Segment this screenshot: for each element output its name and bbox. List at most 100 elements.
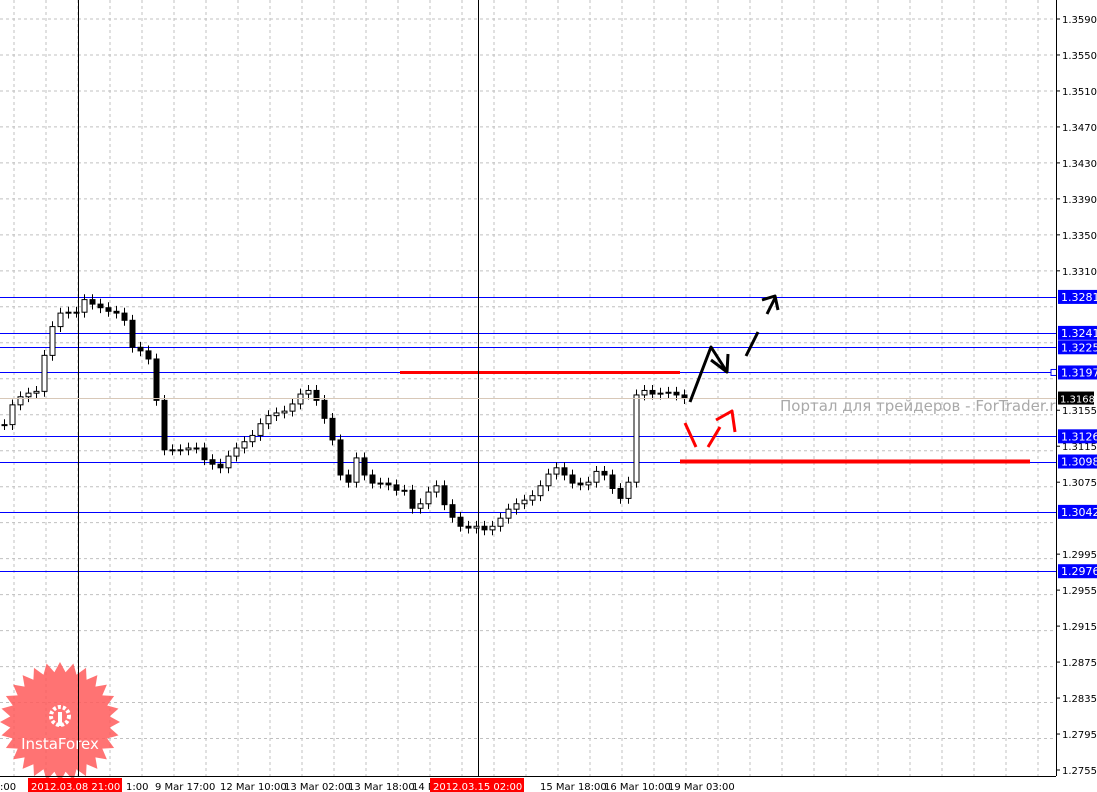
candle-body <box>641 389 648 396</box>
candle-body <box>561 467 568 476</box>
y-tick-label: 1.2875 <box>1062 658 1097 669</box>
candle-body <box>49 326 56 356</box>
candle-body <box>313 389 320 401</box>
y-tick-label: 1.2955 <box>1062 586 1097 597</box>
level-price-label <box>1058 340 1097 355</box>
candle-body <box>273 412 280 417</box>
x-tick-label: 1:00 <box>126 782 148 792</box>
candle-body <box>249 434 256 443</box>
x-tick-label: 13 Mar 02:00 <box>284 782 351 792</box>
y-tick-label: 1.2755 <box>1062 766 1097 777</box>
y-tick-label: 1.3590 <box>1062 15 1097 26</box>
x-tick-label: 19 Mar 03:00 <box>668 782 735 792</box>
candle-body <box>353 457 360 483</box>
candle-body <box>513 503 520 510</box>
candle-body <box>609 474 616 489</box>
level-price-text: 1.2976 <box>1061 565 1097 578</box>
date-highlight-label <box>28 778 122 792</box>
candle-body <box>585 481 592 486</box>
level-price-label <box>1058 564 1097 579</box>
x-tick-label: 13 Mar 18:00 <box>348 782 415 792</box>
candle-body <box>625 481 632 499</box>
level-price-text: 1.3098 <box>1061 456 1097 469</box>
candle-body <box>369 474 376 484</box>
level-price-label <box>1058 429 1097 444</box>
watermark: Портал для трейдеров - ForTrader.ru <box>780 397 1065 415</box>
x-tick-label: 12 Mar 10:00 <box>220 782 287 792</box>
red-arrow-down-leg <box>683 422 698 448</box>
candle-body <box>425 491 432 505</box>
candle-body <box>649 389 656 395</box>
level-price-label <box>1058 504 1097 519</box>
y-tick-label: 1.3075 <box>1062 478 1097 489</box>
candle-body <box>441 485 448 506</box>
candle-body <box>177 449 184 452</box>
level-price-label <box>1058 325 1097 340</box>
candle-body <box>33 390 40 394</box>
candle-body <box>665 391 672 394</box>
x-tick-label: 14 M <box>412 782 437 792</box>
candle-body <box>385 482 392 486</box>
candle-body <box>1 424 8 427</box>
candle-body <box>81 299 88 313</box>
level-price-label <box>1058 289 1097 304</box>
y-tick-label: 1.3155 <box>1062 406 1097 417</box>
black-arrow-up-leg <box>688 345 729 403</box>
candle-body <box>673 391 680 396</box>
candle-body <box>169 449 176 452</box>
candle-body <box>121 312 128 321</box>
candle-body <box>113 310 120 314</box>
level-price-text: 1.3197 <box>1061 366 1097 379</box>
level-price-label <box>1058 454 1097 469</box>
candle-body <box>593 470 600 483</box>
candle-body <box>617 487 624 499</box>
y-tick-label: 1.3510 <box>1062 87 1097 98</box>
level-price-text: 1.3281 <box>1061 291 1097 304</box>
candle-body <box>257 423 264 436</box>
vertical-lines <box>78 0 479 776</box>
y-tick-label: 1.3310 <box>1062 267 1097 278</box>
candle-body <box>497 517 504 527</box>
candle-body <box>417 503 424 509</box>
candle-body <box>633 394 640 483</box>
candle-body <box>321 399 328 419</box>
instaforex-logo: InstaForex <box>0 662 120 782</box>
candle-body <box>73 311 80 314</box>
candle-body <box>201 447 208 461</box>
candle-body <box>545 473 552 487</box>
candle-body <box>329 417 336 441</box>
grid <box>0 0 1056 776</box>
y-tick-label: 1.3115 <box>1062 442 1097 453</box>
candle-body <box>569 474 576 484</box>
y-tick-label: 1.3350 <box>1062 231 1097 242</box>
candle-body <box>521 499 528 505</box>
candle-body <box>217 463 224 469</box>
candle-body <box>129 319 136 348</box>
candle-body <box>465 525 472 529</box>
red-arrow-up-leg <box>706 426 722 448</box>
candle-body <box>361 457 368 476</box>
level-price-text: 1.3241 <box>1061 327 1097 340</box>
x-tick-label: 15 Mar 18:00 <box>540 782 607 792</box>
forecast-arrows <box>683 294 780 448</box>
candle-body <box>193 447 200 450</box>
candle-body <box>57 312 64 328</box>
candle-body <box>401 489 408 492</box>
candle-body <box>345 474 352 483</box>
black-arrowhead-1 <box>710 353 730 374</box>
candle-body <box>153 358 160 401</box>
candle-body <box>65 311 72 314</box>
candle-body <box>265 415 272 425</box>
y-tick-label: 1.3430 <box>1062 159 1097 170</box>
y-tick-label: 1.2795 <box>1062 730 1097 741</box>
y-tick-label: 1.2915 <box>1062 622 1097 633</box>
candle-body <box>289 403 296 412</box>
candle-body <box>537 485 544 497</box>
candle-body <box>137 346 144 352</box>
candle-body <box>505 508 512 519</box>
candle-body <box>41 354 48 392</box>
black-arrow-dash <box>765 297 777 315</box>
candle-body <box>457 516 464 527</box>
candle-body <box>9 404 16 426</box>
